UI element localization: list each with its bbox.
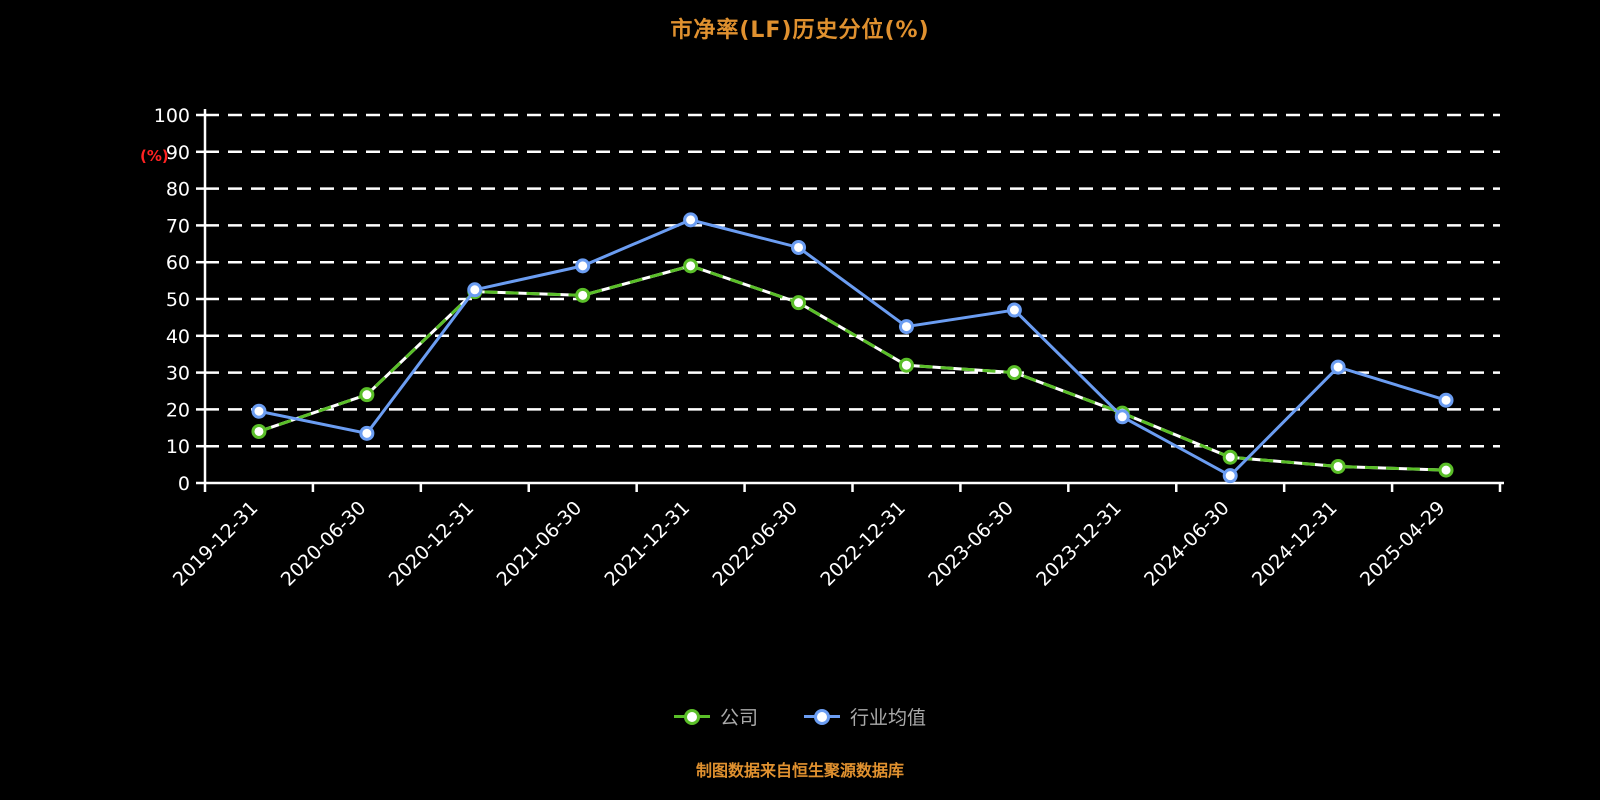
data-point-marker	[898, 357, 914, 373]
data-point-marker	[898, 319, 914, 335]
y-tick-label: 10	[166, 436, 190, 458]
line-chart: 0 10 20 30 40 50 60 70 80 90 100 2019-12-31 2020-06-…	[154, 105, 1504, 591]
x-tick-label: 2024-12-31	[1248, 497, 1342, 591]
y-tick-label: 0	[178, 473, 190, 495]
data-point-marker	[1438, 392, 1454, 408]
data-point-marker	[359, 425, 375, 441]
x-tick-label: 2022-06-30	[708, 497, 802, 591]
data-point-marker	[1222, 468, 1238, 484]
data-point-marker	[575, 258, 591, 274]
data-point-marker	[1006, 365, 1022, 381]
x-tick-label: 2025-04-29	[1356, 497, 1450, 591]
x-tick-label: 2023-06-30	[924, 497, 1018, 591]
x-tick-label: 2020-12-31	[385, 497, 479, 591]
data-point-marker	[251, 423, 267, 439]
data-point-marker	[1330, 458, 1346, 474]
data-source-note: 制图数据来自恒生聚源数据库	[695, 761, 904, 780]
data-point-marker	[791, 239, 807, 255]
data-point-marker	[575, 287, 591, 303]
data-point-marker	[791, 295, 807, 311]
company-line-marker-icon	[673, 708, 710, 726]
y-axis-unit-label: (%)	[140, 147, 169, 165]
chart-title: 市净率(LF)历史分位(%)	[670, 18, 930, 43]
y-tick-label: 60	[166, 252, 190, 274]
data-point-marker	[359, 387, 375, 403]
x-tick-label: 2021-06-30	[493, 497, 587, 591]
x-tick-label: 2019-12-31	[169, 497, 263, 591]
legend-label-company: 公司	[719, 707, 758, 729]
x-tick-label: 2024-06-30	[1140, 497, 1234, 591]
y-tick-label: 80	[166, 179, 190, 201]
y-tick-label: 100	[154, 105, 190, 127]
x-tick-label: 2021-12-31	[601, 497, 695, 591]
series-1-line	[258, 218, 1447, 478]
data-point-marker	[1330, 359, 1346, 375]
y-tick-label: 90	[166, 142, 190, 164]
y-tick-label: 20	[166, 399, 190, 421]
data-point-marker	[683, 212, 699, 228]
x-tick-label: 2020-06-30	[277, 497, 371, 591]
legend-label-industry: 行业均值	[850, 707, 927, 729]
data-point-marker	[1006, 302, 1022, 318]
x-tick-label: 2023-12-31	[1032, 497, 1126, 591]
legend-item-industry: 行业均值	[804, 703, 926, 730]
data-point-marker	[1114, 409, 1130, 425]
y-tick-label: 50	[166, 289, 190, 311]
data-point-marker	[683, 258, 699, 274]
y-tick-label: 30	[166, 363, 190, 385]
y-tick-label: 70	[166, 215, 190, 237]
data-point-marker	[251, 403, 267, 419]
data-point-marker	[467, 282, 483, 298]
data-point-marker	[1438, 462, 1454, 478]
data-point-marker	[1222, 449, 1238, 465]
x-tick-label: 2022-12-31	[816, 497, 910, 591]
y-tick-label: 40	[166, 326, 190, 348]
chart-legend: 公司 行业均值	[0, 703, 1600, 730]
industry-line-marker-icon	[804, 708, 840, 726]
legend-item-company: 公司	[673, 703, 758, 730]
